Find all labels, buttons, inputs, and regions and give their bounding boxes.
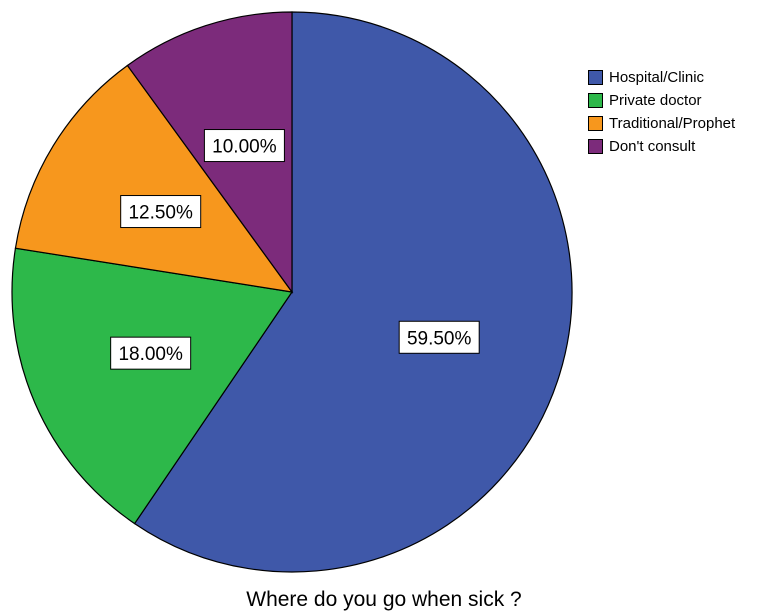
data-label-text: 12.50%: [128, 203, 193, 224]
data-label-text: 10.00%: [212, 137, 277, 158]
pie-slice-private-doctor: [11, 247, 294, 525]
legend-swatch-traditional-prophet: [588, 116, 603, 131]
legend-label-private-doctor: Private doctor: [609, 92, 702, 109]
pie-slice-hospital-clinic: [133, 11, 573, 573]
data-label-2: 12.50%: [120, 195, 202, 229]
data-label-text: 59.50%: [407, 328, 472, 349]
data-label-box: [398, 320, 480, 354]
legend-label-traditional-prophet: Traditional/Prophet: [609, 115, 736, 132]
legend-item-dont-consult: Don't consult: [588, 135, 735, 158]
data-label-3: 10.00%: [203, 129, 285, 163]
data-label-box: [110, 336, 192, 370]
data-label-box: [203, 129, 285, 163]
legend: Hospital/Clinic Private doctor Tradition…: [588, 66, 735, 158]
legend-label-dont-consult: Don't consult: [609, 138, 696, 155]
legend-item-traditional-prophet: Traditional/Prophet: [588, 112, 735, 135]
data-label-0: 59.50%: [398, 320, 480, 354]
legend-label-hospital-clinic: Hospital/Clinic: [609, 69, 705, 86]
data-label-text: 18.00%: [118, 344, 183, 365]
legend-item-private-doctor: Private doctor: [588, 89, 735, 112]
legend-swatch-private-doctor: [588, 93, 603, 108]
data-label-box: [120, 195, 202, 229]
chart-title: Where do you go when sick ?: [246, 588, 522, 611]
data-label-1: 18.00%: [110, 336, 192, 370]
legend-swatch-hospital-clinic: [588, 70, 603, 85]
pie-chart: 59.50% 18.00% 12.50% 10.00%: [11, 11, 573, 573]
pie-slice-traditional-prophet: [14, 64, 294, 293]
legend-item-hospital-clinic: Hospital/Clinic: [588, 66, 735, 89]
legend-swatch-dont-consult: [588, 139, 603, 154]
